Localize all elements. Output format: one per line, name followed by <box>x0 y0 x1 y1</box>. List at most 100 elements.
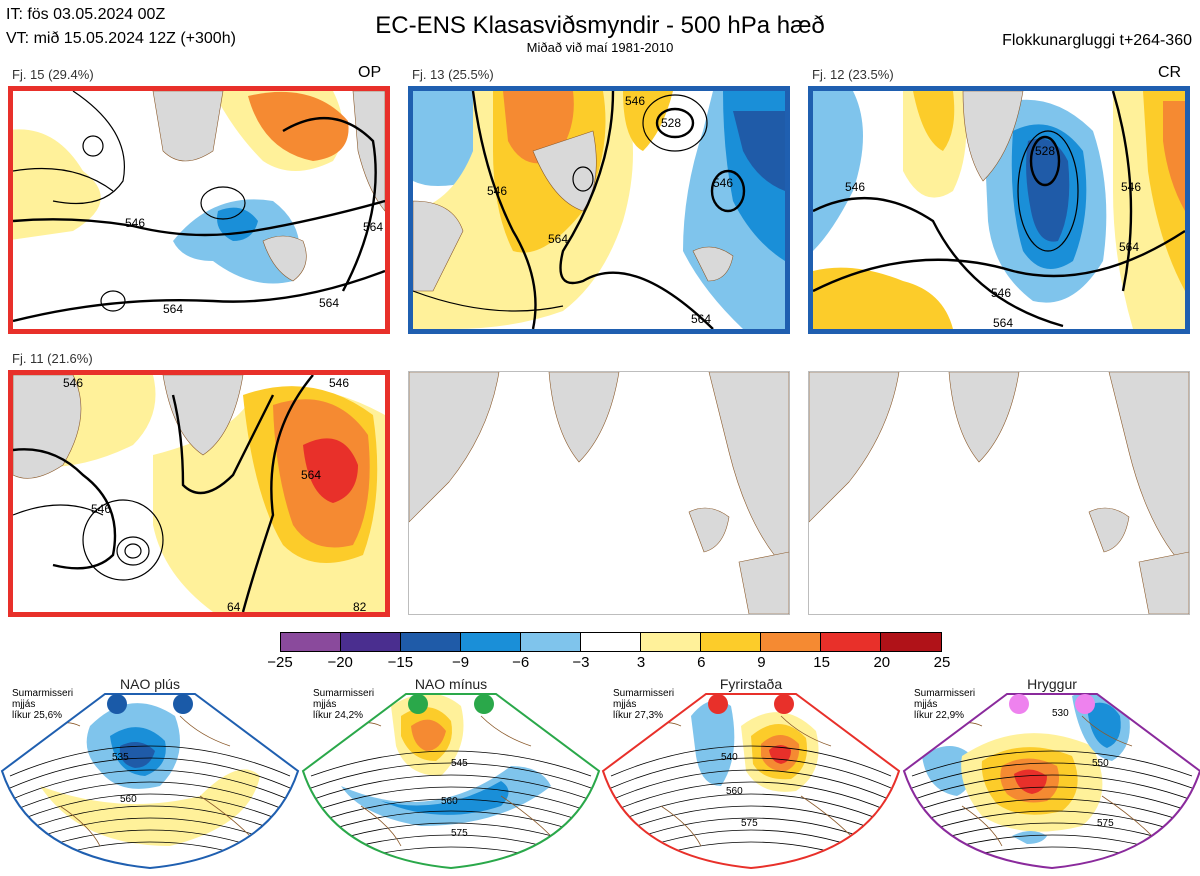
contour-label: 564 <box>1119 240 1139 254</box>
colorbar-swatch <box>761 633 821 651</box>
page-title: EC-ENS Klasasviðsmyndir - 500 hPa hæð <box>375 12 825 39</box>
page-subtitle: Miðað við maí 1981-2010 <box>526 40 674 55</box>
colorbar-swatch <box>521 633 581 651</box>
regime-height-contour <box>9 805 291 837</box>
panel-tag: CR <box>1158 64 1182 81</box>
regime-height-contour <box>310 762 592 789</box>
cluster-map-panel: 546 546 546 564 64 82 <box>8 370 390 617</box>
colorbar-tick-label: −6 <box>512 654 530 671</box>
regime-height-contour <box>310 750 592 777</box>
cluster-map-panel: 546 564 564 528 546 546 <box>408 86 790 334</box>
regime-map: 540 560 575 <box>601 693 901 870</box>
regime-contour-label: 575 <box>741 818 758 829</box>
regime-smoothing: mjjás <box>313 699 337 710</box>
panel-label: Fj. 13 (25.5%) <box>412 67 494 82</box>
regime-title: Hryggur <box>1027 676 1077 692</box>
regime-season: Sumarmisseri <box>613 688 675 699</box>
regime-height-contour <box>9 781 291 813</box>
colorbar-tick-label: 6 <box>697 654 706 671</box>
contour-label: 64 <box>227 600 241 612</box>
colorbar-tick-label: −9 <box>451 654 470 671</box>
regime-contour-label: 530 <box>1052 708 1069 719</box>
contour-label: 546 <box>991 286 1011 300</box>
regime-contour-label: 545 <box>451 758 468 769</box>
panel-tag: OP <box>358 64 382 81</box>
regime-title: NAO mínus <box>414 676 488 692</box>
regime-marker-dot <box>1075 694 1095 714</box>
regime-height-contour <box>310 798 592 825</box>
panel-label: Fj. 15 (29.4%) <box>12 67 94 82</box>
colorbar-swatch <box>581 633 641 651</box>
regime-height-contour <box>911 798 1193 825</box>
colorbar-swatch <box>401 633 461 651</box>
regime-contour-label: 550 <box>1092 758 1109 769</box>
contour-label: 564 <box>163 302 183 316</box>
regime-height-contour <box>9 745 291 777</box>
colorbar-tick-label: 15 <box>813 654 830 671</box>
regime-height-contour <box>911 786 1193 813</box>
regime-contour-label: 575 <box>1097 818 1114 829</box>
regime-height-contour <box>610 769 892 801</box>
panel-label: Fj. 12 (23.5%) <box>812 67 894 82</box>
colorbar-tick-label: −15 <box>387 654 414 671</box>
empty-map-panel <box>408 371 790 615</box>
regime-panel: 540 560 575 Sumarmisseri mjjás líkur 27,3% Fyr… <box>601 676 901 871</box>
contour-label: 546 <box>713 176 733 190</box>
regime-marker-dot <box>708 694 728 714</box>
colorbar-tick-label: −3 <box>572 654 590 671</box>
colorbar-swatch <box>821 633 881 651</box>
colorbar <box>280 632 942 652</box>
colorbar-tick-label: 9 <box>757 654 766 671</box>
regime-height-contour <box>911 810 1193 837</box>
contour-label: 546 <box>487 184 507 198</box>
regime-height-contour <box>610 757 892 789</box>
regime-marker-dot <box>1009 694 1029 714</box>
colorbar-tick-label: 25 <box>933 654 951 671</box>
regime-marker-dot <box>173 694 193 714</box>
regime-map: 535 560 <box>0 693 300 870</box>
contour-label: 564 <box>691 312 711 326</box>
regime-probability: líkur 24,2% <box>313 710 364 721</box>
contour-label: 528 <box>1035 144 1055 158</box>
regime-title: NAO plús <box>120 676 180 692</box>
colorbar-tick-label: 20 <box>873 654 891 671</box>
regime-height-contour <box>9 757 291 789</box>
regime-contour-label: 560 <box>726 786 743 797</box>
regime-probability: líkur 25,6% <box>12 710 63 721</box>
contour-label: 546 <box>329 376 349 390</box>
regime-fan-border <box>601 693 901 870</box>
regime-contour-label: 560 <box>120 794 137 805</box>
regime-smoothing: mjjás <box>613 699 637 710</box>
colorbar-ticks: −25 −20 −15 −9 −6 −3 3 6 9 15 20 25 <box>267 654 950 674</box>
regime-contour-label: 560 <box>441 796 458 807</box>
regime-fan-border <box>301 693 601 870</box>
colorbar-swatch <box>701 633 761 651</box>
contour-label: 564 <box>319 296 339 310</box>
regime-fan-border <box>902 693 1200 870</box>
regime-height-contour <box>911 774 1193 801</box>
valid-time: VT: mið 15.05.2024 12Z (+300h) <box>6 30 236 47</box>
regime-contour-label: 535 <box>112 752 129 763</box>
regime-marker-dot <box>408 694 428 714</box>
regime-probability: líkur 22,9% <box>914 710 965 721</box>
panel-label: Fj. 11 (21.6%) <box>12 351 93 366</box>
regime-panel: 535 560 Sumarmisseri mjjás líkur 25,6% NAO pl… <box>0 676 300 871</box>
colorbar-tick-label: 3 <box>636 654 646 671</box>
regime-probability: líkur 27,3% <box>613 710 664 721</box>
contour-label: 546 <box>845 180 865 194</box>
regime-height-contour <box>310 774 592 801</box>
regime-height-contour <box>911 750 1193 777</box>
empty-map-panel <box>808 371 1190 615</box>
regime-height-contour <box>9 769 291 801</box>
anomaly-shading-blue <box>173 199 300 284</box>
regime-height-contour <box>911 762 1193 789</box>
regime-marker-dot <box>774 694 794 714</box>
contour-label: 546 <box>91 502 111 516</box>
contour-label: 564 <box>993 316 1013 329</box>
cluster-map-panel: 546 564 564 564 <box>8 86 390 334</box>
contour-label: 546 <box>1121 180 1141 194</box>
regime-height-contour <box>610 805 892 837</box>
regime-title: Fyrirstaða <box>719 676 783 692</box>
contour-label: 546 <box>125 216 145 230</box>
anomaly-shading-yellow <box>13 129 101 240</box>
